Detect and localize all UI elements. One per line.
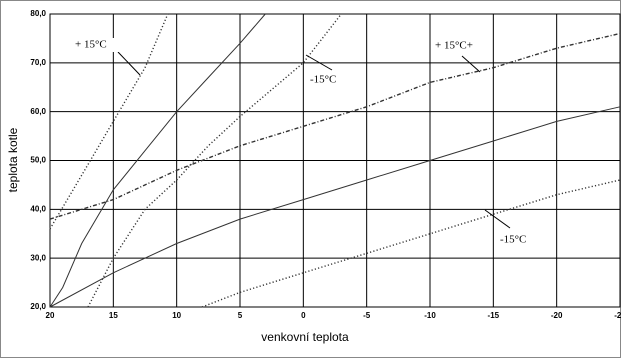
annotation: + 15°C <box>75 39 107 51</box>
y-tick-label: 20,0 <box>30 302 46 311</box>
series-line <box>49 13 169 230</box>
annotation: -15°C <box>500 234 526 246</box>
annotation-bg <box>73 38 121 52</box>
x-axis-label: venkovní teplota <box>261 330 349 344</box>
leader-line <box>305 54 333 71</box>
x-tick-label: 20 <box>46 311 55 320</box>
x-tick-label: -20 <box>551 311 563 320</box>
y-axis-label: teplota kotle <box>6 127 20 192</box>
annotation-bg <box>498 233 546 247</box>
y-tick-label: 70,0 <box>30 58 46 67</box>
y-tick-label: 40,0 <box>30 204 46 213</box>
x-tick-label: 15 <box>109 311 118 320</box>
series-line <box>49 32 621 220</box>
annotation-bg <box>433 39 481 53</box>
y-tick-label: 30,0 <box>30 253 46 262</box>
leader-line <box>484 209 511 229</box>
y-tick-label: 60,0 <box>30 107 46 116</box>
series-line <box>87 13 342 308</box>
x-tick-label: -10 <box>424 311 436 320</box>
y-tick-label: 50,0 <box>30 156 46 165</box>
series-line <box>49 106 621 308</box>
x-tick-label: 5 <box>238 311 243 320</box>
x-tick-label: 0 <box>301 311 306 320</box>
x-tick-label: -15 <box>488 311 500 320</box>
leader-line <box>117 51 141 76</box>
y-tick-label: 80,0 <box>30 9 46 18</box>
series-line <box>201 179 621 308</box>
x-tick-label: -5 <box>363 311 371 320</box>
annotation: -15°C <box>310 74 336 86</box>
leader-line <box>461 55 481 73</box>
series-line <box>49 13 266 308</box>
x-tick-label: 10 <box>172 311 181 320</box>
annotation-bg <box>308 73 356 87</box>
annotation: + 15°C+ <box>435 40 473 52</box>
x-tick-label: -25 <box>614 311 621 320</box>
